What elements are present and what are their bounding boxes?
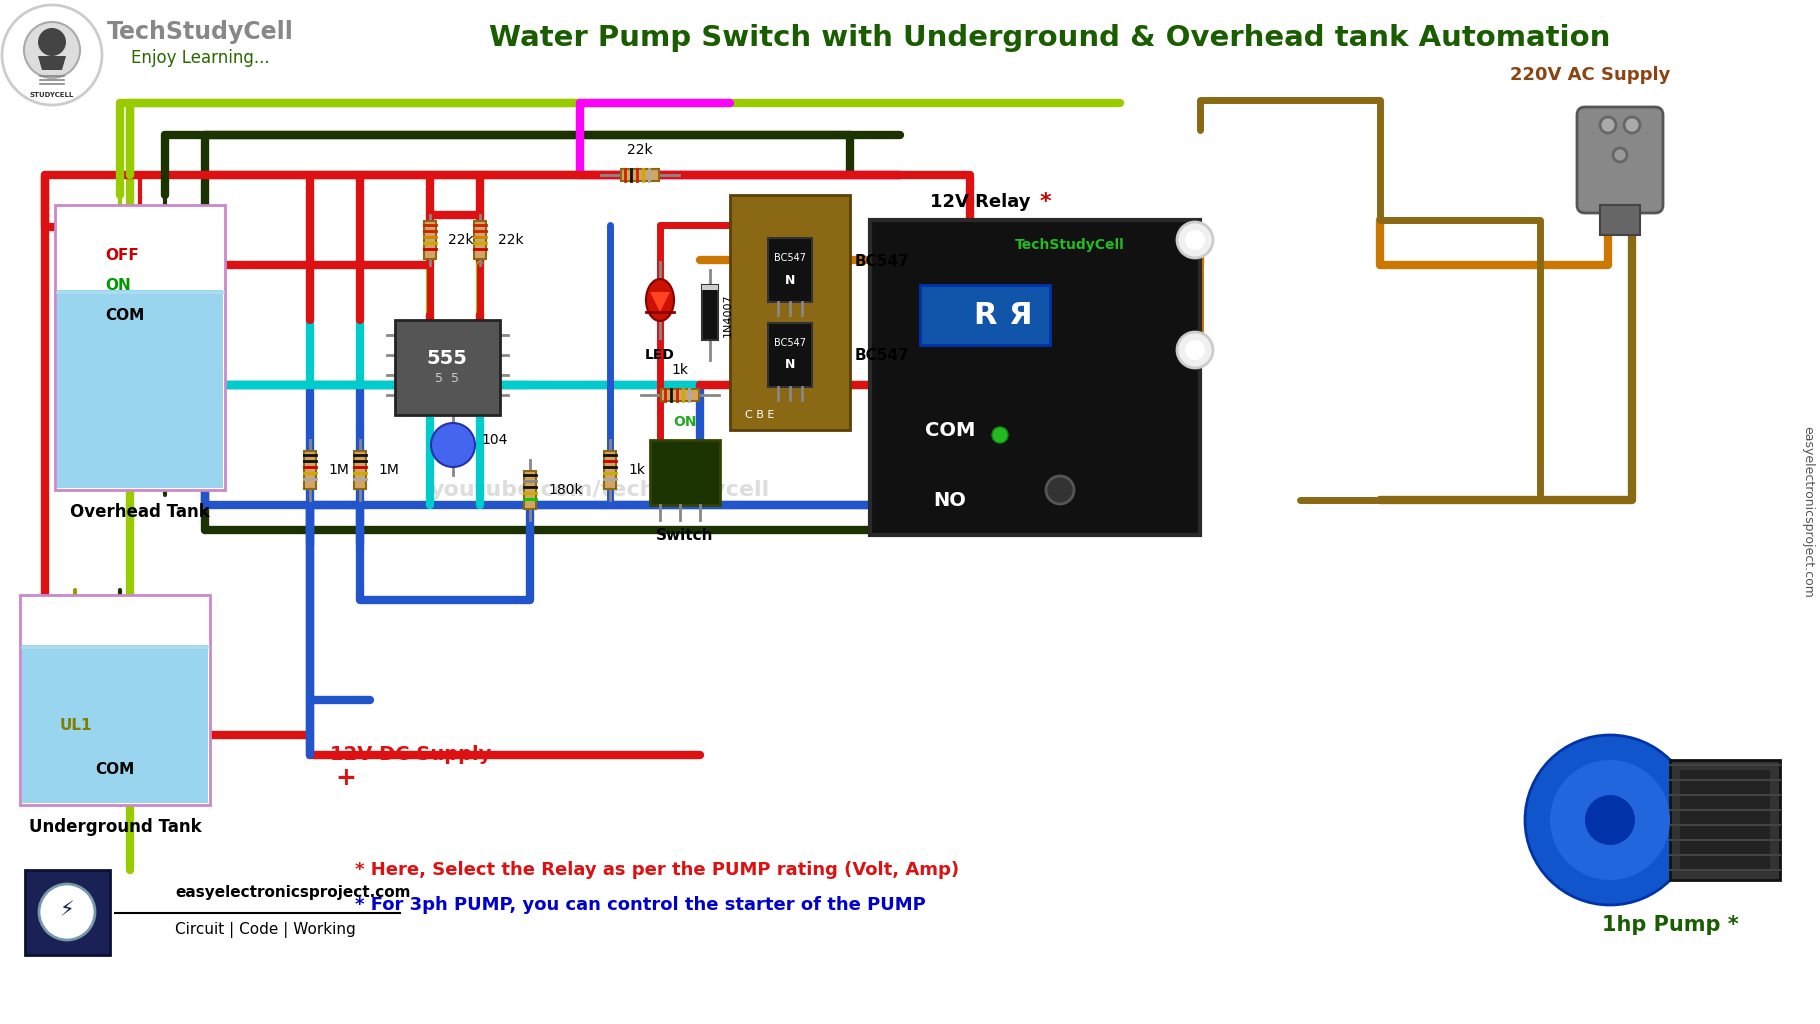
Bar — [1600, 205, 1640, 234]
Text: TechStudyCell: TechStudyCell — [107, 20, 293, 44]
Circle shape — [1525, 735, 1694, 905]
Circle shape — [38, 28, 66, 56]
Bar — [20, 595, 209, 805]
Bar — [870, 220, 1199, 535]
Text: Underground Tank: Underground Tank — [29, 818, 202, 836]
Text: 1k: 1k — [628, 463, 644, 477]
Text: 5  5: 5 5 — [435, 373, 459, 385]
Text: +: + — [335, 766, 357, 790]
Circle shape — [24, 22, 80, 78]
Bar — [424, 221, 437, 259]
Text: 1M: 1M — [379, 463, 399, 477]
Bar — [1680, 770, 1771, 870]
Text: R: R — [974, 300, 997, 330]
Bar — [650, 440, 721, 505]
Text: N: N — [784, 358, 795, 372]
Text: 104: 104 — [480, 433, 508, 447]
Circle shape — [1178, 222, 1212, 258]
Bar — [473, 221, 486, 259]
Text: 1k: 1k — [672, 362, 688, 377]
Bar — [621, 169, 659, 181]
Bar — [703, 285, 719, 340]
Bar — [55, 205, 226, 490]
Circle shape — [992, 427, 1008, 443]
Text: Circuit | Code | Working: Circuit | Code | Working — [175, 922, 355, 938]
Text: Switch: Switch — [657, 527, 713, 543]
Text: BC547: BC547 — [774, 253, 806, 263]
Text: Water Pump Switch with Underground & Overhead tank Automation: Water Pump Switch with Underground & Ove… — [490, 24, 1611, 52]
Text: COM: COM — [95, 763, 135, 777]
Circle shape — [1551, 760, 1671, 880]
FancyBboxPatch shape — [1576, 106, 1663, 213]
Text: 12V DC Supply: 12V DC Supply — [329, 745, 491, 765]
Circle shape — [1185, 340, 1205, 360]
Text: 22k: 22k — [628, 143, 653, 157]
Text: 1N4007: 1N4007 — [723, 293, 733, 337]
Bar — [439, 435, 468, 455]
Bar — [25, 870, 109, 955]
Circle shape — [38, 884, 95, 940]
Text: BC547: BC547 — [774, 338, 806, 348]
Text: UL1: UL1 — [60, 718, 93, 732]
Text: N: N — [784, 273, 795, 287]
Text: youtube.com/techstudycell: youtube.com/techstudycell — [430, 480, 770, 500]
Text: Enjoy Learning...: Enjoy Learning... — [131, 49, 269, 67]
Text: ⚡: ⚡ — [60, 900, 75, 920]
Text: OFF: OFF — [106, 248, 138, 262]
Bar — [768, 323, 812, 387]
Text: 1M: 1M — [328, 463, 349, 477]
Text: Overhead Tank: Overhead Tank — [71, 503, 209, 521]
Circle shape — [1185, 230, 1205, 250]
Text: Я: Я — [1008, 300, 1032, 330]
Bar — [661, 389, 699, 401]
Bar — [56, 290, 224, 488]
Text: 1hp Pump *: 1hp Pump * — [1602, 915, 1738, 935]
Bar — [395, 319, 501, 415]
Circle shape — [1046, 476, 1074, 504]
Text: BC547: BC547 — [855, 255, 910, 269]
Text: 22k: 22k — [448, 233, 473, 247]
Text: COM: COM — [106, 307, 144, 323]
Text: TechStudyCell: TechStudyCell — [1016, 238, 1125, 252]
Bar — [919, 285, 1050, 345]
Circle shape — [1600, 117, 1616, 133]
Text: 555: 555 — [426, 349, 468, 369]
Circle shape — [2, 5, 102, 105]
Text: 22k: 22k — [499, 233, 524, 247]
Text: 220V AC Supply: 220V AC Supply — [1511, 66, 1671, 84]
Bar — [604, 451, 615, 489]
Text: STUDYCELL: STUDYCELL — [29, 92, 75, 98]
Bar — [1671, 760, 1780, 880]
Text: ON: ON — [673, 415, 697, 429]
Bar — [524, 471, 537, 509]
Polygon shape — [38, 56, 66, 70]
Bar — [768, 238, 812, 302]
Bar — [22, 645, 207, 803]
Bar — [703, 285, 719, 290]
Text: 12V Relay: 12V Relay — [930, 193, 1030, 211]
Text: * Here, Select the Relay as per the PUMP rating (Volt, Amp): * Here, Select the Relay as per the PUMP… — [355, 861, 959, 879]
Text: easyelectronicsproject.com: easyelectronicsproject.com — [175, 885, 411, 899]
Circle shape — [1585, 795, 1634, 845]
Text: C B E: C B E — [744, 410, 774, 420]
Bar — [730, 195, 850, 430]
Text: ON: ON — [106, 278, 131, 293]
Polygon shape — [650, 292, 670, 312]
Circle shape — [1613, 148, 1627, 162]
Ellipse shape — [646, 279, 673, 321]
Circle shape — [1178, 332, 1212, 368]
Circle shape — [1623, 117, 1640, 133]
Text: NO: NO — [934, 490, 966, 510]
Circle shape — [431, 423, 475, 467]
Text: BC547: BC547 — [855, 347, 910, 362]
Text: 180k: 180k — [548, 483, 582, 497]
Text: * For 3ph PUMP, you can control the starter of the PUMP: * For 3ph PUMP, you can control the star… — [355, 896, 926, 914]
Text: easyelectronicsproject.com: easyelectronicsproject.com — [1802, 426, 1815, 598]
Text: *: * — [1039, 193, 1050, 212]
Text: COM: COM — [925, 421, 976, 439]
Bar — [355, 451, 366, 489]
Text: LED: LED — [644, 348, 675, 362]
Bar — [304, 451, 317, 489]
